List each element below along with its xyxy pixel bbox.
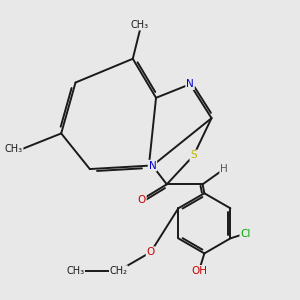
Text: Cl: Cl	[240, 229, 251, 238]
Text: CH₂: CH₂	[110, 266, 128, 276]
Text: O: O	[147, 247, 155, 257]
Text: CH₃: CH₃	[66, 266, 85, 276]
Text: N: N	[186, 79, 194, 89]
Text: S: S	[190, 151, 197, 160]
Text: CH₃: CH₃	[131, 20, 149, 30]
Text: N: N	[148, 161, 156, 171]
Text: O: O	[138, 195, 146, 205]
Text: CH₃: CH₃	[5, 144, 23, 154]
Text: OH: OH	[191, 266, 207, 276]
Text: H: H	[220, 164, 228, 174]
